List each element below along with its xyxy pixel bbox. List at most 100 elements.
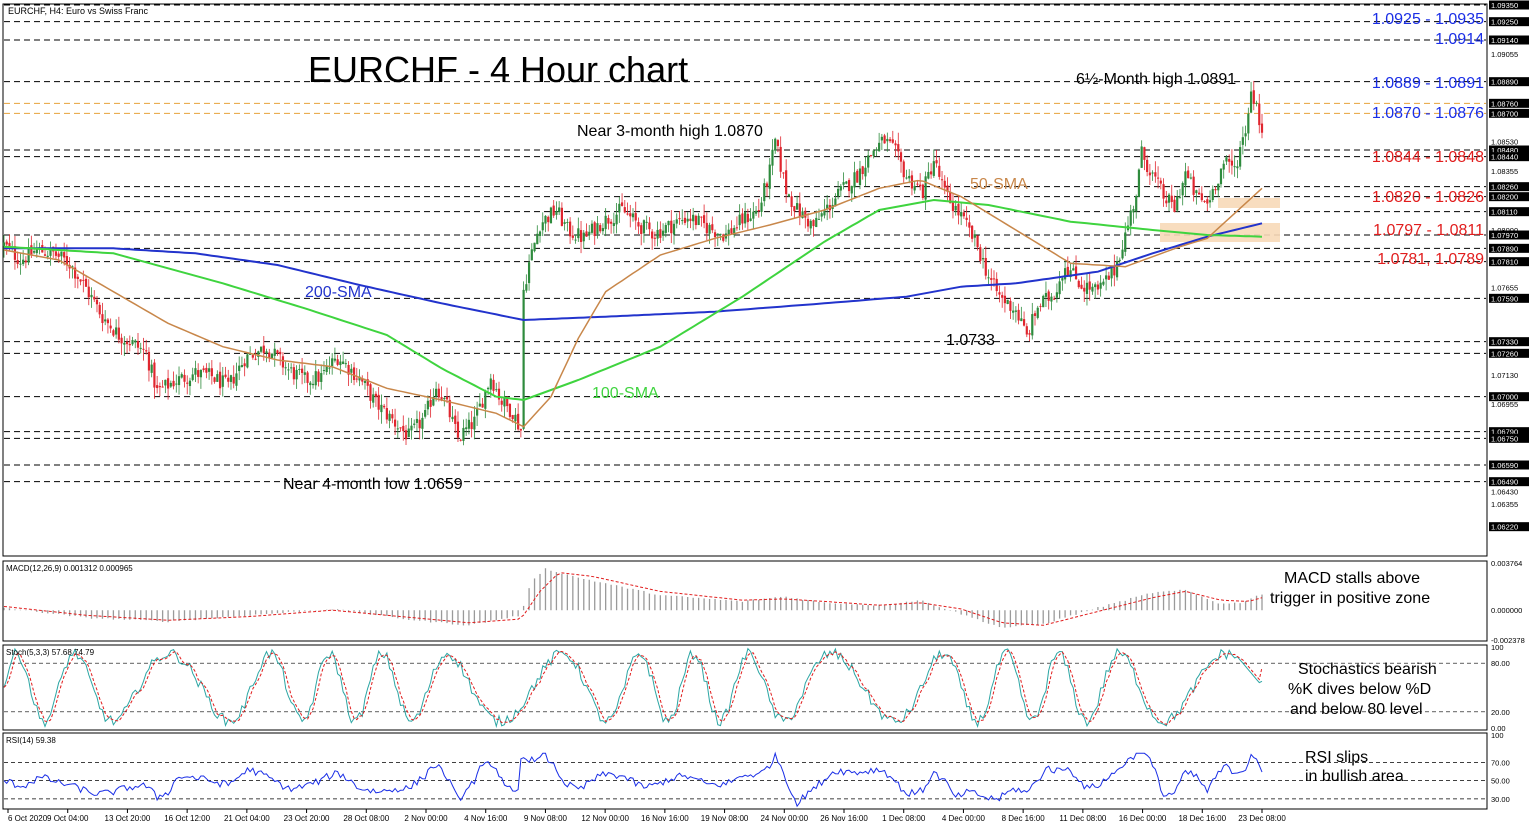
x-tick-label: 23 Dec 08:00	[1238, 814, 1286, 823]
x-tick-label: 4 Dec 00:00	[942, 814, 986, 823]
candle	[145, 339, 148, 355]
candle	[615, 203, 618, 234]
rsi-panel-frame	[2, 732, 1488, 810]
candle	[112, 328, 115, 338]
candle	[284, 361, 287, 376]
candle	[774, 137, 777, 154]
candle	[949, 183, 952, 204]
annotation-4-month-low: Near 4-month low 1.0659	[283, 476, 463, 493]
candle	[888, 137, 892, 143]
candle	[672, 220, 676, 245]
candle	[916, 181, 919, 187]
candle	[1228, 154, 1231, 173]
candle	[637, 217, 640, 234]
candle	[1214, 186, 1217, 195]
candle	[689, 209, 692, 229]
candle	[798, 192, 801, 226]
candle	[541, 212, 544, 237]
candle	[1014, 306, 1017, 323]
candle	[1154, 161, 1157, 183]
candle	[670, 210, 673, 244]
candle	[932, 149, 935, 178]
candle	[957, 194, 960, 225]
candle	[856, 169, 859, 183]
candle	[213, 376, 216, 384]
candle	[905, 169, 908, 180]
price-tick-label: 1.06590	[1491, 461, 1518, 470]
annotation-6-5-month-high: 6½-Month high 1.0891	[1076, 71, 1236, 88]
level-label: 1.0797 - 1.0811	[1373, 222, 1484, 239]
candle	[106, 317, 110, 334]
candle	[467, 412, 471, 435]
candle	[776, 139, 780, 153]
candle	[735, 216, 739, 231]
candle	[998, 285, 1001, 303]
candle	[620, 193, 624, 207]
candle	[13, 235, 17, 270]
candle	[744, 202, 747, 228]
candle	[804, 207, 807, 229]
candle	[84, 275, 88, 287]
candle	[1132, 205, 1135, 224]
candle	[826, 195, 829, 221]
candle	[675, 213, 678, 229]
candle	[746, 208, 749, 231]
candle	[787, 193, 790, 197]
candle	[16, 251, 19, 269]
price-tick-bg	[1489, 293, 1529, 303]
candle	[847, 178, 851, 198]
candle	[757, 198, 760, 218]
candle	[703, 204, 706, 229]
price-tick-bg	[1489, 207, 1529, 217]
price-tick-bg	[1489, 108, 1529, 118]
price-tick-label: 1.08700	[1491, 109, 1518, 118]
candle	[853, 161, 856, 197]
rsi-annotation-line2: in bullish area	[1305, 768, 1404, 785]
candle	[1105, 266, 1108, 291]
candle	[328, 356, 331, 375]
price-tick-label: 1.07130	[1491, 371, 1518, 380]
candle	[481, 397, 484, 408]
candle	[418, 411, 421, 440]
candle	[276, 349, 279, 356]
level-labels: 1.0925 - 1.0935 1.0914 1.0889 - 1.0891 1.08…	[1372, 11, 1484, 268]
candle	[402, 415, 405, 441]
candle	[817, 208, 821, 220]
x-tick-label: 16 Dec 00:00	[1119, 814, 1167, 823]
candle	[899, 148, 903, 173]
candle	[1102, 278, 1105, 287]
candle	[1003, 286, 1007, 313]
candle	[1222, 160, 1225, 179]
candle	[968, 214, 971, 238]
candle	[1042, 294, 1045, 308]
annotation-3-month-high: Near 3-month high 1.0870	[577, 123, 763, 140]
candle	[1167, 192, 1171, 212]
price-tick-label: 1.08440	[1491, 153, 1518, 162]
candle	[374, 391, 378, 407]
price-tick-bg	[1489, 257, 1529, 267]
candle	[238, 356, 241, 381]
candle	[451, 406, 454, 422]
candle	[164, 379, 167, 394]
candle	[131, 336, 134, 346]
candle	[1012, 301, 1015, 320]
level-label: 1.0889 - 1.0891	[1372, 75, 1484, 92]
candle	[177, 366, 181, 395]
candle	[147, 347, 151, 382]
candle	[180, 372, 183, 379]
price-tick-label: 1.08355	[1491, 167, 1518, 176]
candle	[1200, 186, 1203, 203]
candle	[631, 208, 635, 222]
candle	[987, 269, 990, 286]
level-label: 1.0820 - 1.0826	[1372, 189, 1484, 206]
candle	[1162, 178, 1165, 207]
candle	[172, 371, 175, 390]
candle	[432, 388, 435, 407]
price-tick-bg	[1489, 0, 1529, 10]
level-label: 1.0870 - 1.0876	[1372, 105, 1484, 122]
candle	[281, 352, 285, 376]
candle	[913, 181, 916, 194]
candle	[1187, 166, 1190, 179]
support-box-upper	[1218, 198, 1280, 208]
